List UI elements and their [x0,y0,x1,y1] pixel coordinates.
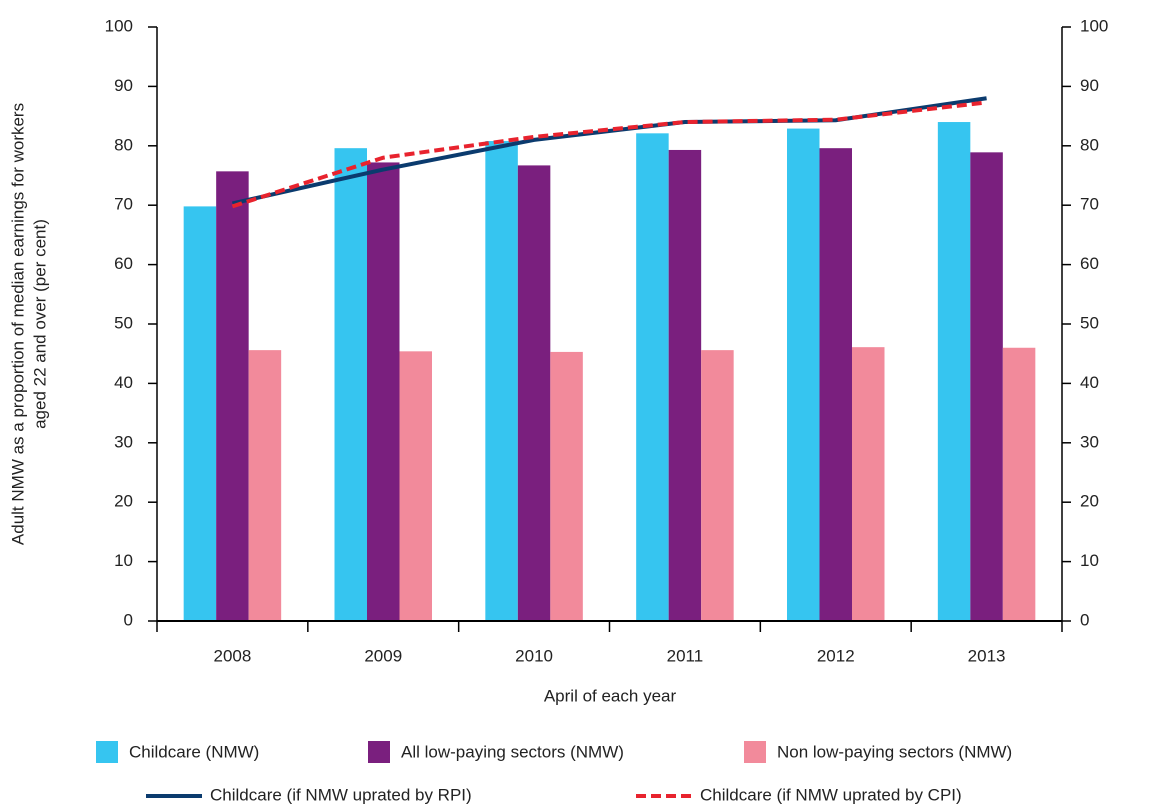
x-tick-label: 2011 [667,646,704,665]
x-axis-label: April of each year [544,686,677,705]
bar [970,152,1003,622]
bar [485,141,518,621]
y2-tick-label: 0 [1080,610,1089,629]
bar [183,206,217,621]
x-tick-label: 2012 [817,646,855,665]
bar [550,351,583,621]
y2-tick-label: 70 [1080,195,1099,214]
y-axis-label-line: Adult NMW as a proportion of median earn… [8,103,27,545]
y2-tick-label: 20 [1080,492,1099,511]
legend-label: Childcare (if NMW uprated by RPI) [210,785,472,804]
y-tick-label: 100 [105,16,133,35]
y-tick-label: 60 [114,254,133,273]
bar [216,171,249,622]
bar [787,128,820,621]
bar [819,148,852,621]
legend-swatch [744,741,766,763]
y-tick-label: 50 [114,313,133,332]
bar [334,148,367,621]
legend-swatch [96,741,118,763]
y-axis-label: Adult NMW as a proportion of median earn… [8,103,49,545]
bar [701,350,734,621]
bar [636,133,669,622]
bar [367,162,400,621]
bar [937,122,971,621]
y-tick-label: 90 [114,76,133,95]
x-tick-label: 2010 [515,646,553,665]
y-tick-label: 10 [114,551,133,570]
legend-label: Non low-paying sectors (NMW) [777,742,1012,761]
y-axis-label-line: aged 22 and over (per cent) [30,219,49,429]
y-tick-label: 20 [114,492,133,511]
line [231,100,987,209]
bar [248,350,282,621]
y2-tick-label: 30 [1080,432,1099,451]
bar [668,149,702,621]
x-tick-label: 2008 [214,646,252,665]
y2-tick-label: 10 [1080,551,1099,570]
y2-tick-label: 80 [1080,135,1099,154]
bar [1002,347,1036,621]
y-tick-label: 30 [114,432,133,451]
y2-tick-label: 40 [1080,373,1099,392]
bar [852,347,885,621]
legend-label: Childcare (if NMW uprated by CPI) [700,785,962,804]
legend-label: Childcare (NMW) [129,742,259,761]
x-tick-label: 2009 [364,646,402,665]
y2-tick-label: 60 [1080,254,1099,273]
legend-label: All low-paying sectors (NMW) [401,742,624,761]
y2-tick-label: 100 [1080,16,1108,35]
y-tick-label: 0 [124,610,133,629]
legend-swatch [368,741,390,763]
y2-tick-label: 90 [1080,76,1099,95]
y-tick-label: 40 [114,373,133,392]
x-tick-label: 2013 [968,646,1006,665]
y2-tick-label: 50 [1080,313,1099,332]
y-tick-label: 70 [114,195,133,214]
y-tick-label: 80 [114,135,133,154]
bar [517,165,551,622]
bar [399,351,432,621]
